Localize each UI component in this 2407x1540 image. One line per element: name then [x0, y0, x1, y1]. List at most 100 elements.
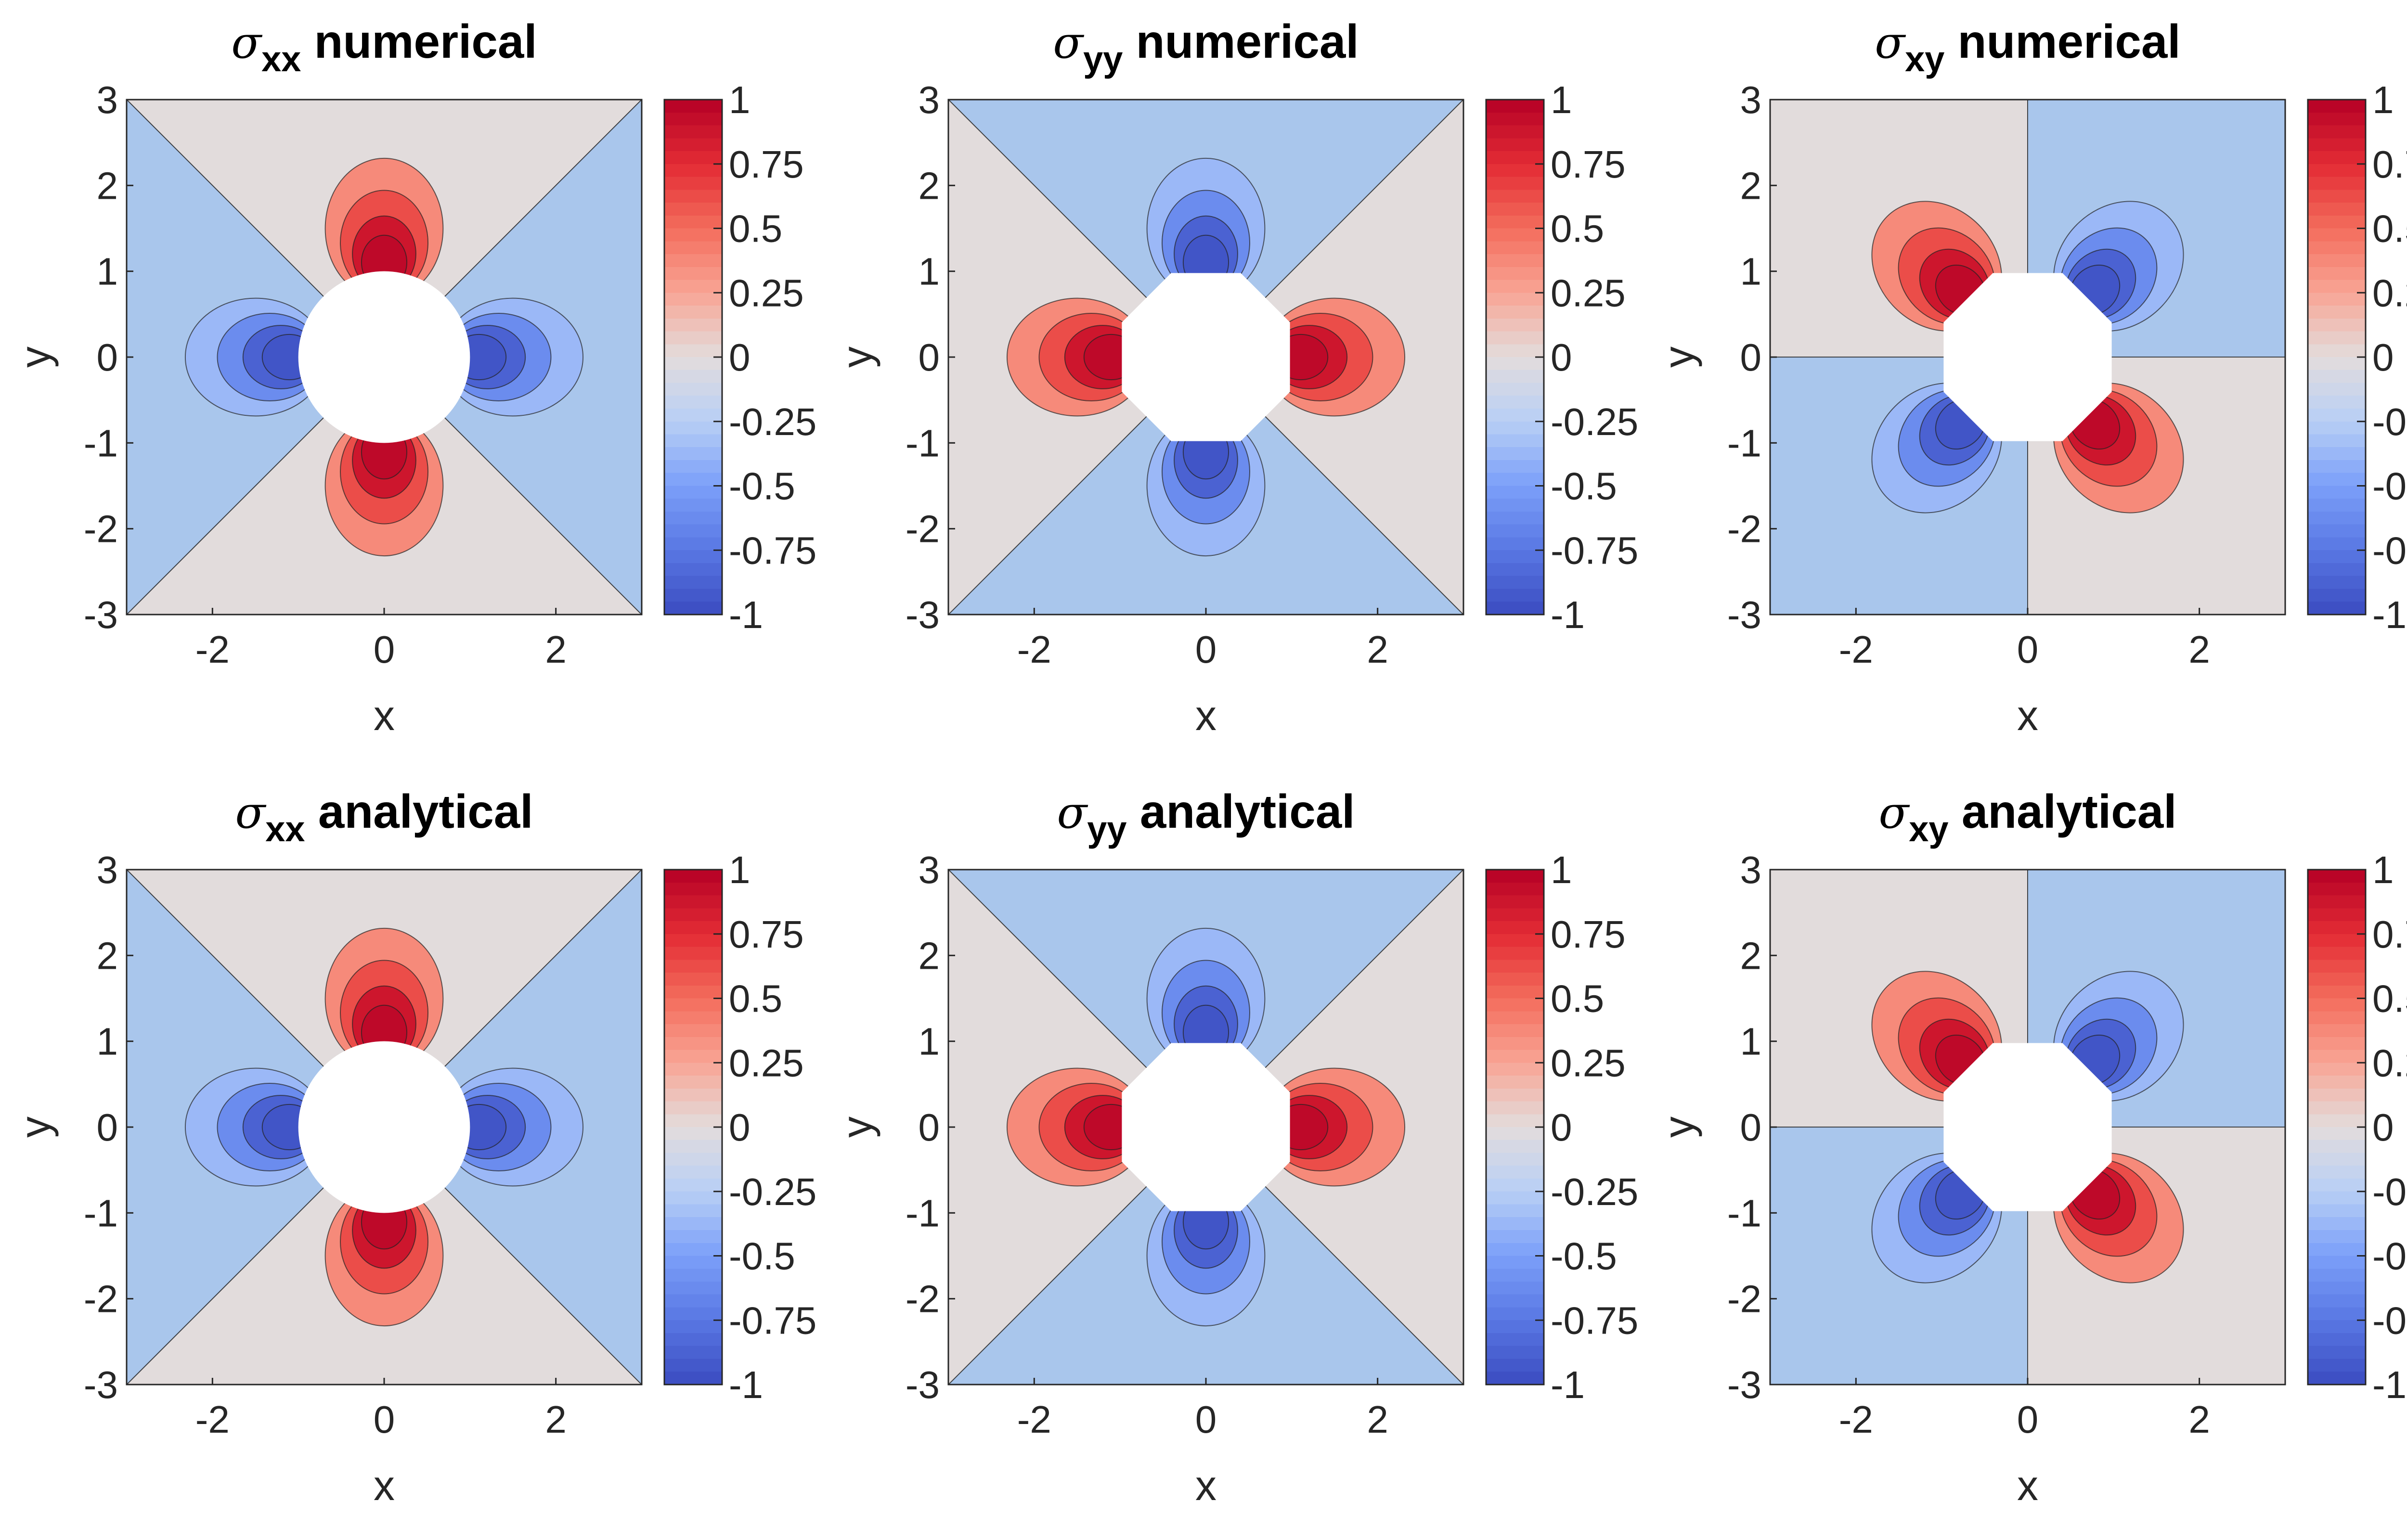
colorbar-tick-label: -0.5 [1551, 465, 1617, 508]
colorbar-tick-label: -0.75 [729, 529, 816, 572]
colorbar-tick-label: -0.5 [2372, 1235, 2407, 1278]
x-tick-label: 0 [374, 628, 395, 671]
colorbar-tick-label: 0 [2372, 1106, 2394, 1149]
stress-lobe-negative-1 [1146, 414, 1266, 557]
contour-plot-sigma-xy-numerical: 3 2 1 0 -1 -2 -3 -2 0 2 x y σxy numerical 1 0.75 0.5 0.2… [1655, 15, 2407, 739]
hole-region [1943, 1043, 2112, 1211]
colorbar-tick-label: -1 [729, 593, 763, 636]
y-tick-label: 1 [919, 250, 940, 293]
x-tick-label: -2 [1017, 628, 1051, 671]
plot-title: σyy analytical [1057, 785, 1355, 849]
colorbar-tick-label: -0.5 [729, 1235, 795, 1278]
colorbar-tick-label: 0.25 [1551, 271, 1626, 314]
y-tick-label: -2 [84, 1278, 118, 1321]
y-tick-label: -2 [906, 508, 940, 551]
y-tick-label: -2 [906, 1278, 940, 1321]
y-tick-label: 2 [97, 164, 118, 207]
colorbar-tick-label: -1 [2372, 1363, 2407, 1406]
y-axis-label: y [11, 1116, 59, 1138]
colorbar-tick-label: 0.75 [2372, 913, 2407, 956]
y-tick-label: -2 [1727, 1278, 1761, 1321]
x-tick-label: -2 [1017, 1398, 1051, 1441]
y-tick-label: 3 [1740, 78, 1762, 121]
contour-plot-sigma-xx-analytical: 3 2 1 0 -1 -2 -3 -2 0 2 x y σxx analytical 1 0.75 0.5 0.… [11, 785, 816, 1509]
x-tick-label: 0 [1195, 1398, 1217, 1441]
x-tick-label: -2 [195, 628, 230, 671]
y-tick-label: -1 [906, 1192, 940, 1234]
panel-sigma-xx-numerical: 3 2 1 0 -1 -2 -3 -2 0 2 x y σxx numerical 1 0.75 0.5 0.2… [0, 0, 822, 770]
x-axis-label: x [1195, 692, 1216, 739]
panel-sigma-xy-analytical: 3 2 1 0 -1 -2 -3 -2 0 2 x y σxy analytical 1 0.75 0.5 0.… [1643, 770, 2407, 1540]
x-axis-label: x [2017, 1462, 2038, 1509]
stress-lobe-negative-2 [441, 1067, 584, 1187]
colorbar-tick-label: 0.25 [729, 1041, 804, 1084]
y-tick-label: 1 [97, 1020, 118, 1063]
colorbar-tick-label: 0 [729, 1106, 751, 1149]
plot-title: σyy numerical [1053, 15, 1359, 79]
y-tick-label: 1 [919, 1020, 940, 1063]
x-tick-label: 2 [545, 1398, 567, 1441]
contour-plot-sigma-yy-analytical: 3 2 1 0 -1 -2 -3 -2 0 2 x y σyy analytical 1 0.75 0.5 0.… [833, 785, 1638, 1509]
stress-lobe-negative-3 [1871, 1153, 2002, 1283]
colorbar-tick-label: -1 [1551, 1363, 1585, 1406]
colorbar-tick-label: 1 [1551, 78, 1572, 121]
y-tick-label: -1 [84, 422, 118, 464]
y-tick-label: -1 [1727, 422, 1761, 464]
colorbar-tick-label: 1 [729, 78, 751, 121]
x-axis-label: x [1195, 1462, 1216, 1509]
y-tick-label: 0 [919, 336, 940, 379]
y-axis-label: y [11, 346, 59, 368]
colorbar-tick-label: -0.75 [729, 1299, 816, 1342]
colorbar-tick-label: -0.5 [2372, 465, 2407, 508]
colorbar-tick-label: -0.25 [1551, 1170, 1638, 1213]
colorbar-tick-label: 0.75 [729, 913, 804, 956]
panel-sigma-xx-analytical: 3 2 1 0 -1 -2 -3 -2 0 2 x y σxx analytical 1 0.75 0.5 0.… [0, 770, 822, 1540]
y-tick-label: 0 [1740, 336, 1762, 379]
stress-lobe-positive-3 [1006, 1067, 1149, 1187]
colorbar-tick-label: 0.75 [729, 143, 804, 186]
x-tick-label: 2 [1367, 628, 1388, 671]
y-tick-label: 3 [97, 848, 118, 891]
y-tick-label: -3 [1727, 593, 1761, 636]
y-tick-label: -3 [906, 1363, 940, 1406]
y-tick-label: -2 [1727, 508, 1761, 551]
colorbar-tick-label: -0.75 [1551, 529, 1638, 572]
colorbar-tick-label: -0.75 [2372, 529, 2407, 572]
contour-plot-sigma-xx-numerical: 3 2 1 0 -1 -2 -3 -2 0 2 x y σxx numerical 1 0.75 0.5 0.2… [11, 15, 816, 739]
plot-title: σxy numerical [1875, 15, 2180, 79]
colorbar [663, 869, 723, 1386]
plot-title: σxy analytical [1878, 785, 2176, 849]
y-tick-label: 2 [919, 934, 940, 977]
colorbar-tick-label: 0.75 [1551, 143, 1626, 186]
stress-lobe-negative-0 [1146, 157, 1266, 300]
colorbar-tick-label: -0.25 [2372, 1170, 2407, 1213]
y-tick-label: -2 [84, 508, 118, 551]
y-tick-label: 2 [1740, 164, 1762, 207]
x-tick-label: 0 [1195, 628, 1217, 671]
colorbar-tick-label: 0.5 [1551, 207, 1604, 250]
y-tick-label: 2 [97, 934, 118, 977]
panel-sigma-yy-analytical: 3 2 1 0 -1 -2 -3 -2 0 2 x y σyy analytical 1 0.75 0.5 0.… [822, 770, 1643, 1540]
colorbar-tick-label: 0.5 [729, 207, 782, 250]
colorbar [1485, 99, 1545, 616]
colorbar-tick-label: -0.5 [729, 465, 795, 508]
y-tick-label: 2 [919, 164, 940, 207]
colorbar-tick-label: -1 [2372, 593, 2407, 636]
colorbar [2307, 99, 2367, 616]
colorbar-tick-label: 0 [2372, 336, 2394, 379]
y-tick-label: -3 [84, 1363, 118, 1406]
y-tick-label: -1 [906, 422, 940, 464]
colorbar-tick-label: 0.25 [729, 271, 804, 314]
stress-lobe-negative-1 [1146, 1184, 1266, 1327]
y-tick-label: 2 [1740, 934, 1762, 977]
y-axis-label: y [833, 1116, 880, 1138]
y-tick-label: 3 [1740, 848, 1762, 891]
y-axis-label: y [1655, 346, 1702, 368]
colorbar-tick-label: 0.5 [2372, 207, 2407, 250]
contour-fill [127, 870, 642, 1385]
colorbar-tick-label: -1 [729, 1363, 763, 1406]
colorbar-tick-label: 1 [729, 848, 751, 891]
contour-fill [127, 100, 642, 615]
contour-fill [1770, 870, 2285, 1385]
